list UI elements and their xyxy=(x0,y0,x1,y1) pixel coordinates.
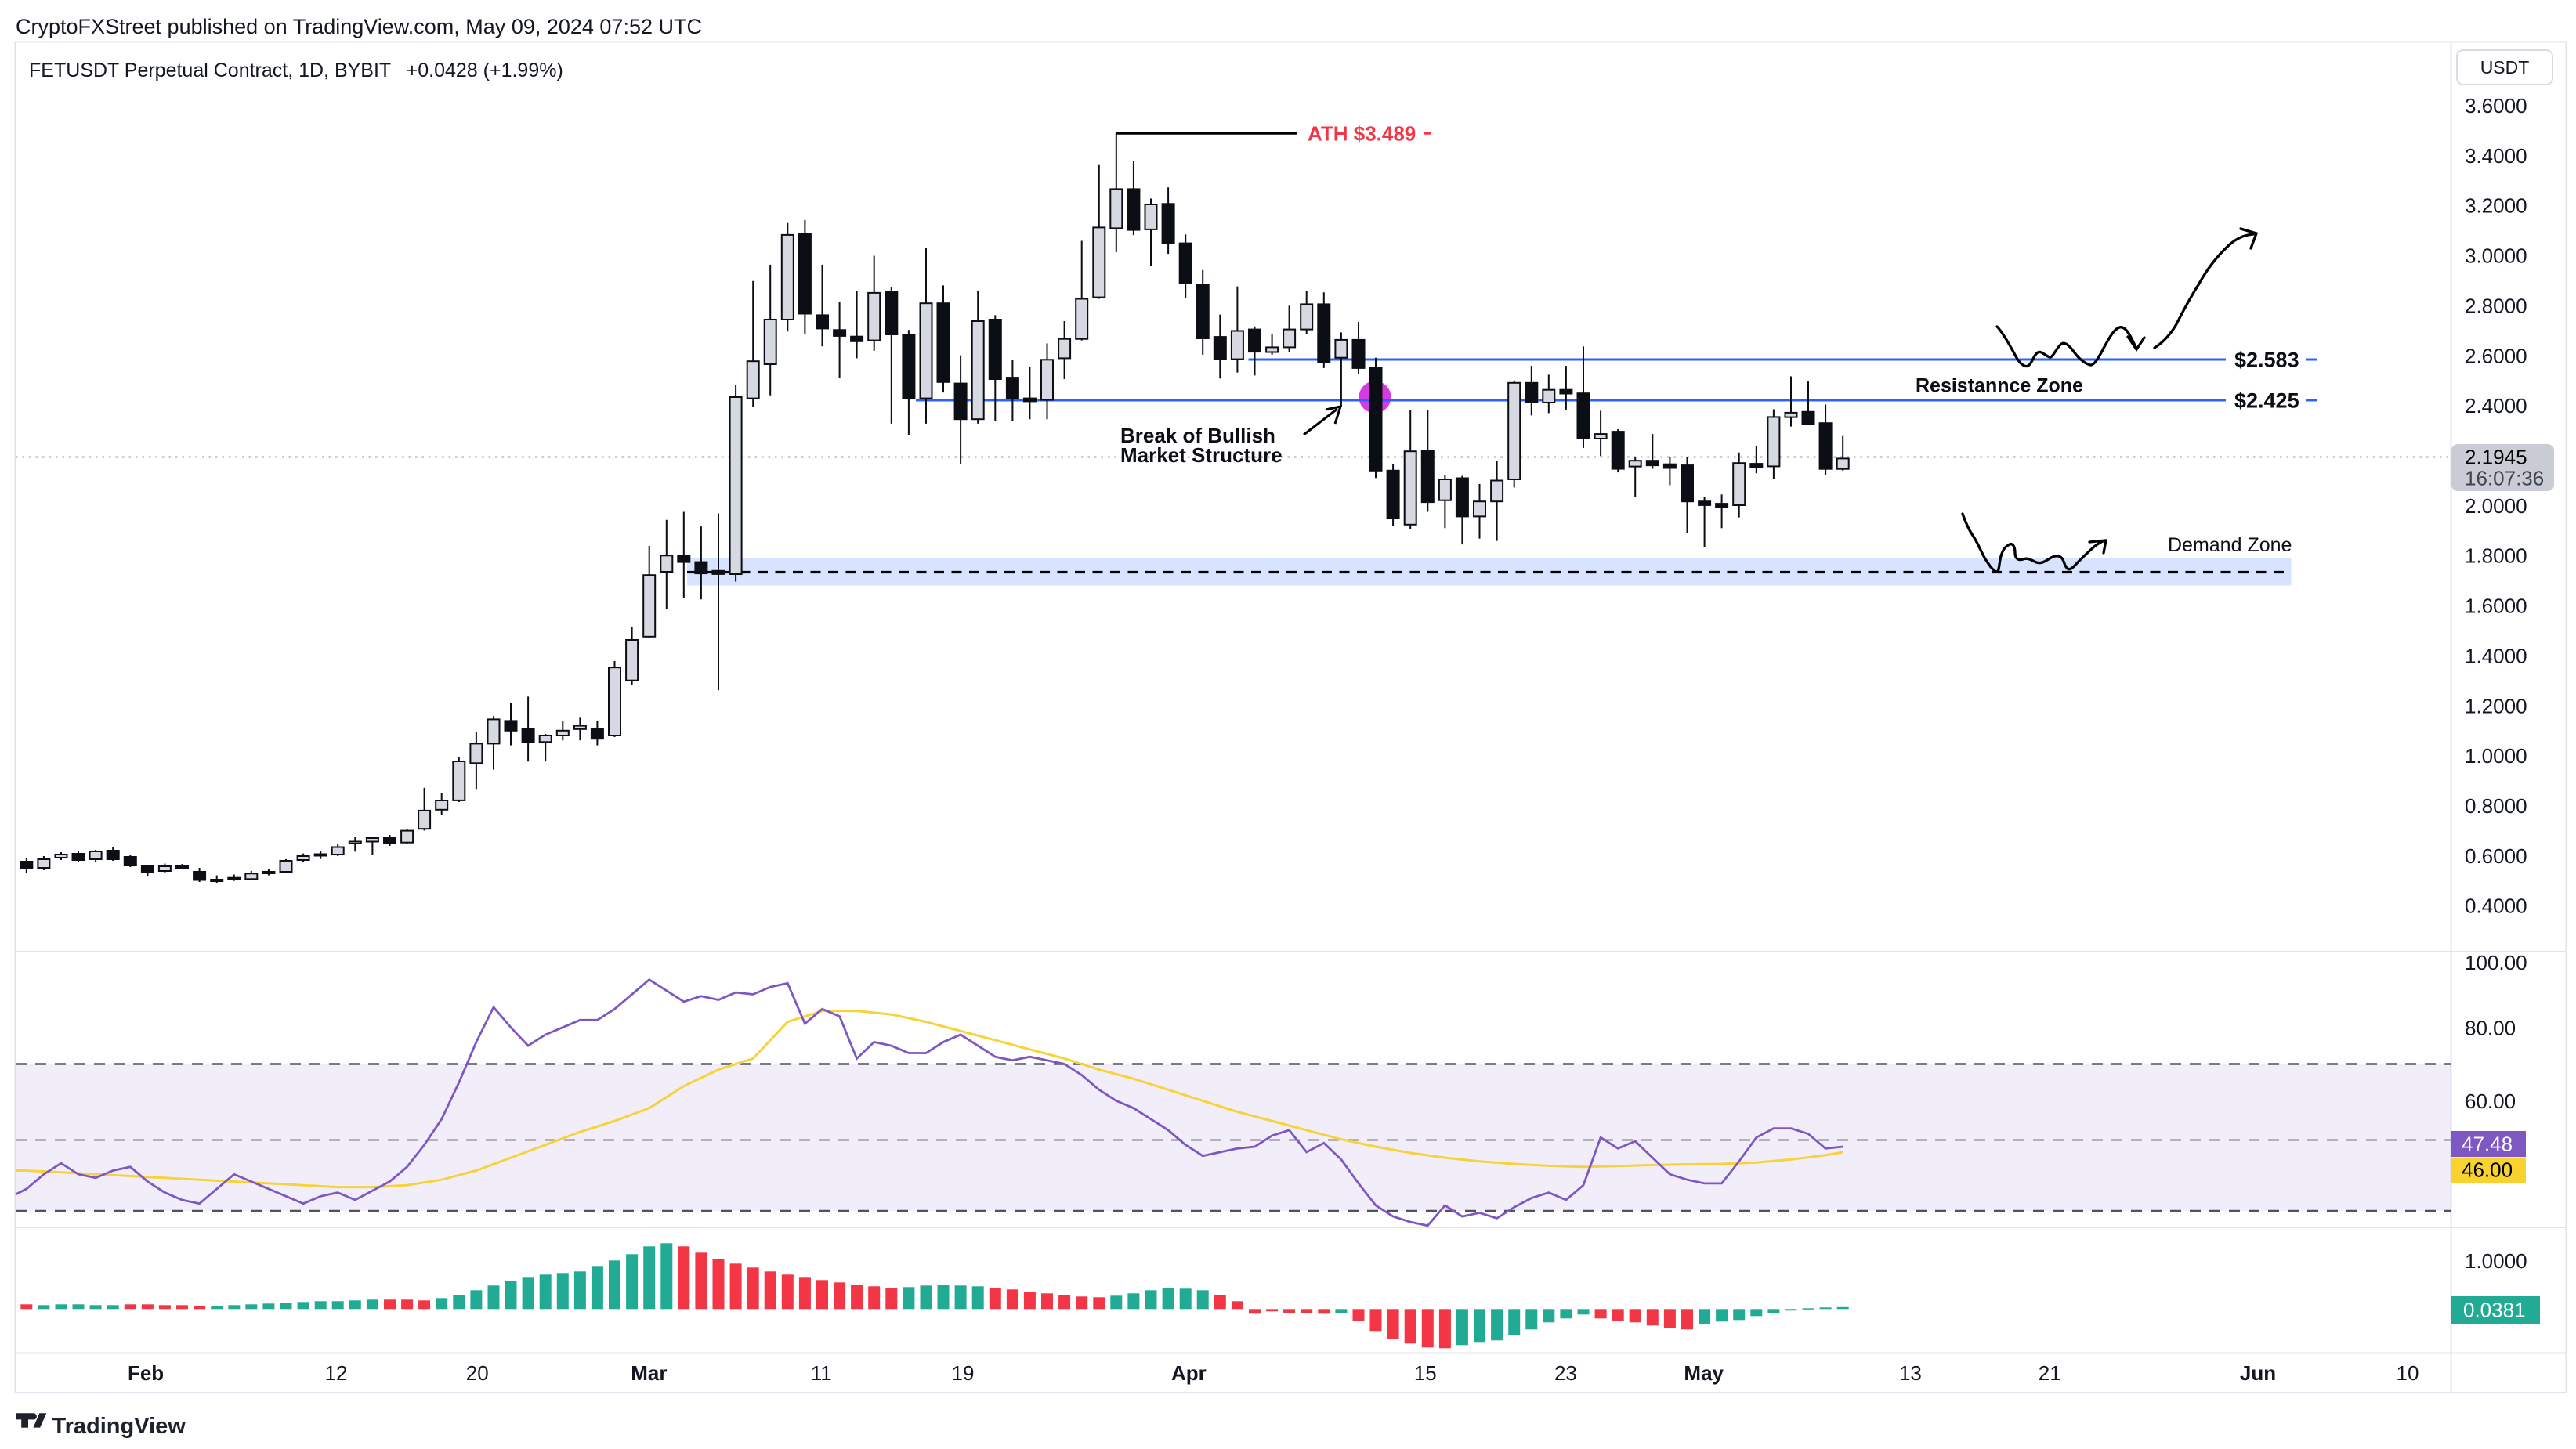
svg-text:13: 13 xyxy=(1899,1361,1922,1385)
svg-text:3.0000: 3.0000 xyxy=(2465,244,2527,268)
svg-text:0.0381: 0.0381 xyxy=(2463,1299,2526,1322)
svg-text:3.2000: 3.2000 xyxy=(2465,194,2527,218)
svg-text:15: 15 xyxy=(1414,1361,1437,1385)
svg-text:1.4000: 1.4000 xyxy=(2465,644,2527,667)
svg-text:2.1945: 2.1945 xyxy=(2465,446,2527,469)
svg-text:60.00: 60.00 xyxy=(2465,1089,2516,1113)
svg-text:11: 11 xyxy=(811,1361,832,1385)
svg-text:16:07:36: 16:07:36 xyxy=(2465,467,2544,490)
svg-text:Jun: Jun xyxy=(2240,1361,2276,1385)
svg-text:20: 20 xyxy=(466,1361,489,1385)
svg-text:46.00: 46.00 xyxy=(2462,1158,2513,1182)
svg-text:2.6000: 2.6000 xyxy=(2465,344,2527,367)
svg-text:10: 10 xyxy=(2397,1361,2419,1385)
svg-text:Apr: Apr xyxy=(1171,1361,1207,1385)
svg-text:CryptoFXStreet published on Tr: CryptoFXStreet published on TradingView.… xyxy=(16,15,702,38)
svg-text:19: 19 xyxy=(952,1361,975,1385)
svg-text:Market Structure: Market Structure xyxy=(1120,443,1283,467)
svg-text:Break of Bullish: Break of Bullish xyxy=(1120,424,1275,447)
svg-text:Demand Zone: Demand Zone xyxy=(2168,534,2292,556)
svg-text:$2.583: $2.583 xyxy=(2234,349,2299,372)
svg-text:1.0000: 1.0000 xyxy=(2465,1249,2527,1273)
svg-text:80.00: 80.00 xyxy=(2465,1017,2516,1040)
svg-text:1.8000: 1.8000 xyxy=(2465,544,2527,568)
svg-text:ATH $3.489: ATH $3.489 xyxy=(1308,122,1416,146)
svg-text:1.0000: 1.0000 xyxy=(2465,744,2527,768)
svg-text:0.6000: 0.6000 xyxy=(2465,844,2527,868)
svg-text:3.4000: 3.4000 xyxy=(2465,144,2527,168)
svg-text:2.4000: 2.4000 xyxy=(2465,394,2527,417)
svg-text:12: 12 xyxy=(325,1361,348,1385)
svg-text:47.48: 47.48 xyxy=(2462,1133,2513,1156)
svg-text:3.6000: 3.6000 xyxy=(2465,94,2527,117)
svg-text:2.0000: 2.0000 xyxy=(2465,494,2527,518)
svg-text:1.6000: 1.6000 xyxy=(2465,594,2527,618)
svg-text:USDT: USDT xyxy=(2480,57,2530,78)
svg-text:Feb: Feb xyxy=(128,1361,164,1385)
svg-text:$2.425: $2.425 xyxy=(2234,389,2299,413)
svg-text:FETUSDT Perpetual Contract, 1D: FETUSDT Perpetual Contract, 1D, BYBIT +0… xyxy=(29,60,563,81)
svg-text:Mar: Mar xyxy=(631,1361,667,1385)
svg-text:100.00: 100.00 xyxy=(2465,951,2527,974)
svg-text:2.8000: 2.8000 xyxy=(2465,294,2527,317)
svg-text:21: 21 xyxy=(2039,1361,2061,1385)
svg-text:0.4000: 0.4000 xyxy=(2465,894,2527,918)
svg-text:1.2000: 1.2000 xyxy=(2465,694,2527,717)
svg-text:23: 23 xyxy=(1554,1361,1577,1385)
svg-text:May: May xyxy=(1684,1361,1724,1385)
svg-text:TradingView: TradingView xyxy=(52,1414,186,1439)
svg-text:0.8000: 0.8000 xyxy=(2465,794,2527,818)
svg-text:Resistannce Zone: Resistannce Zone xyxy=(1916,375,2083,397)
